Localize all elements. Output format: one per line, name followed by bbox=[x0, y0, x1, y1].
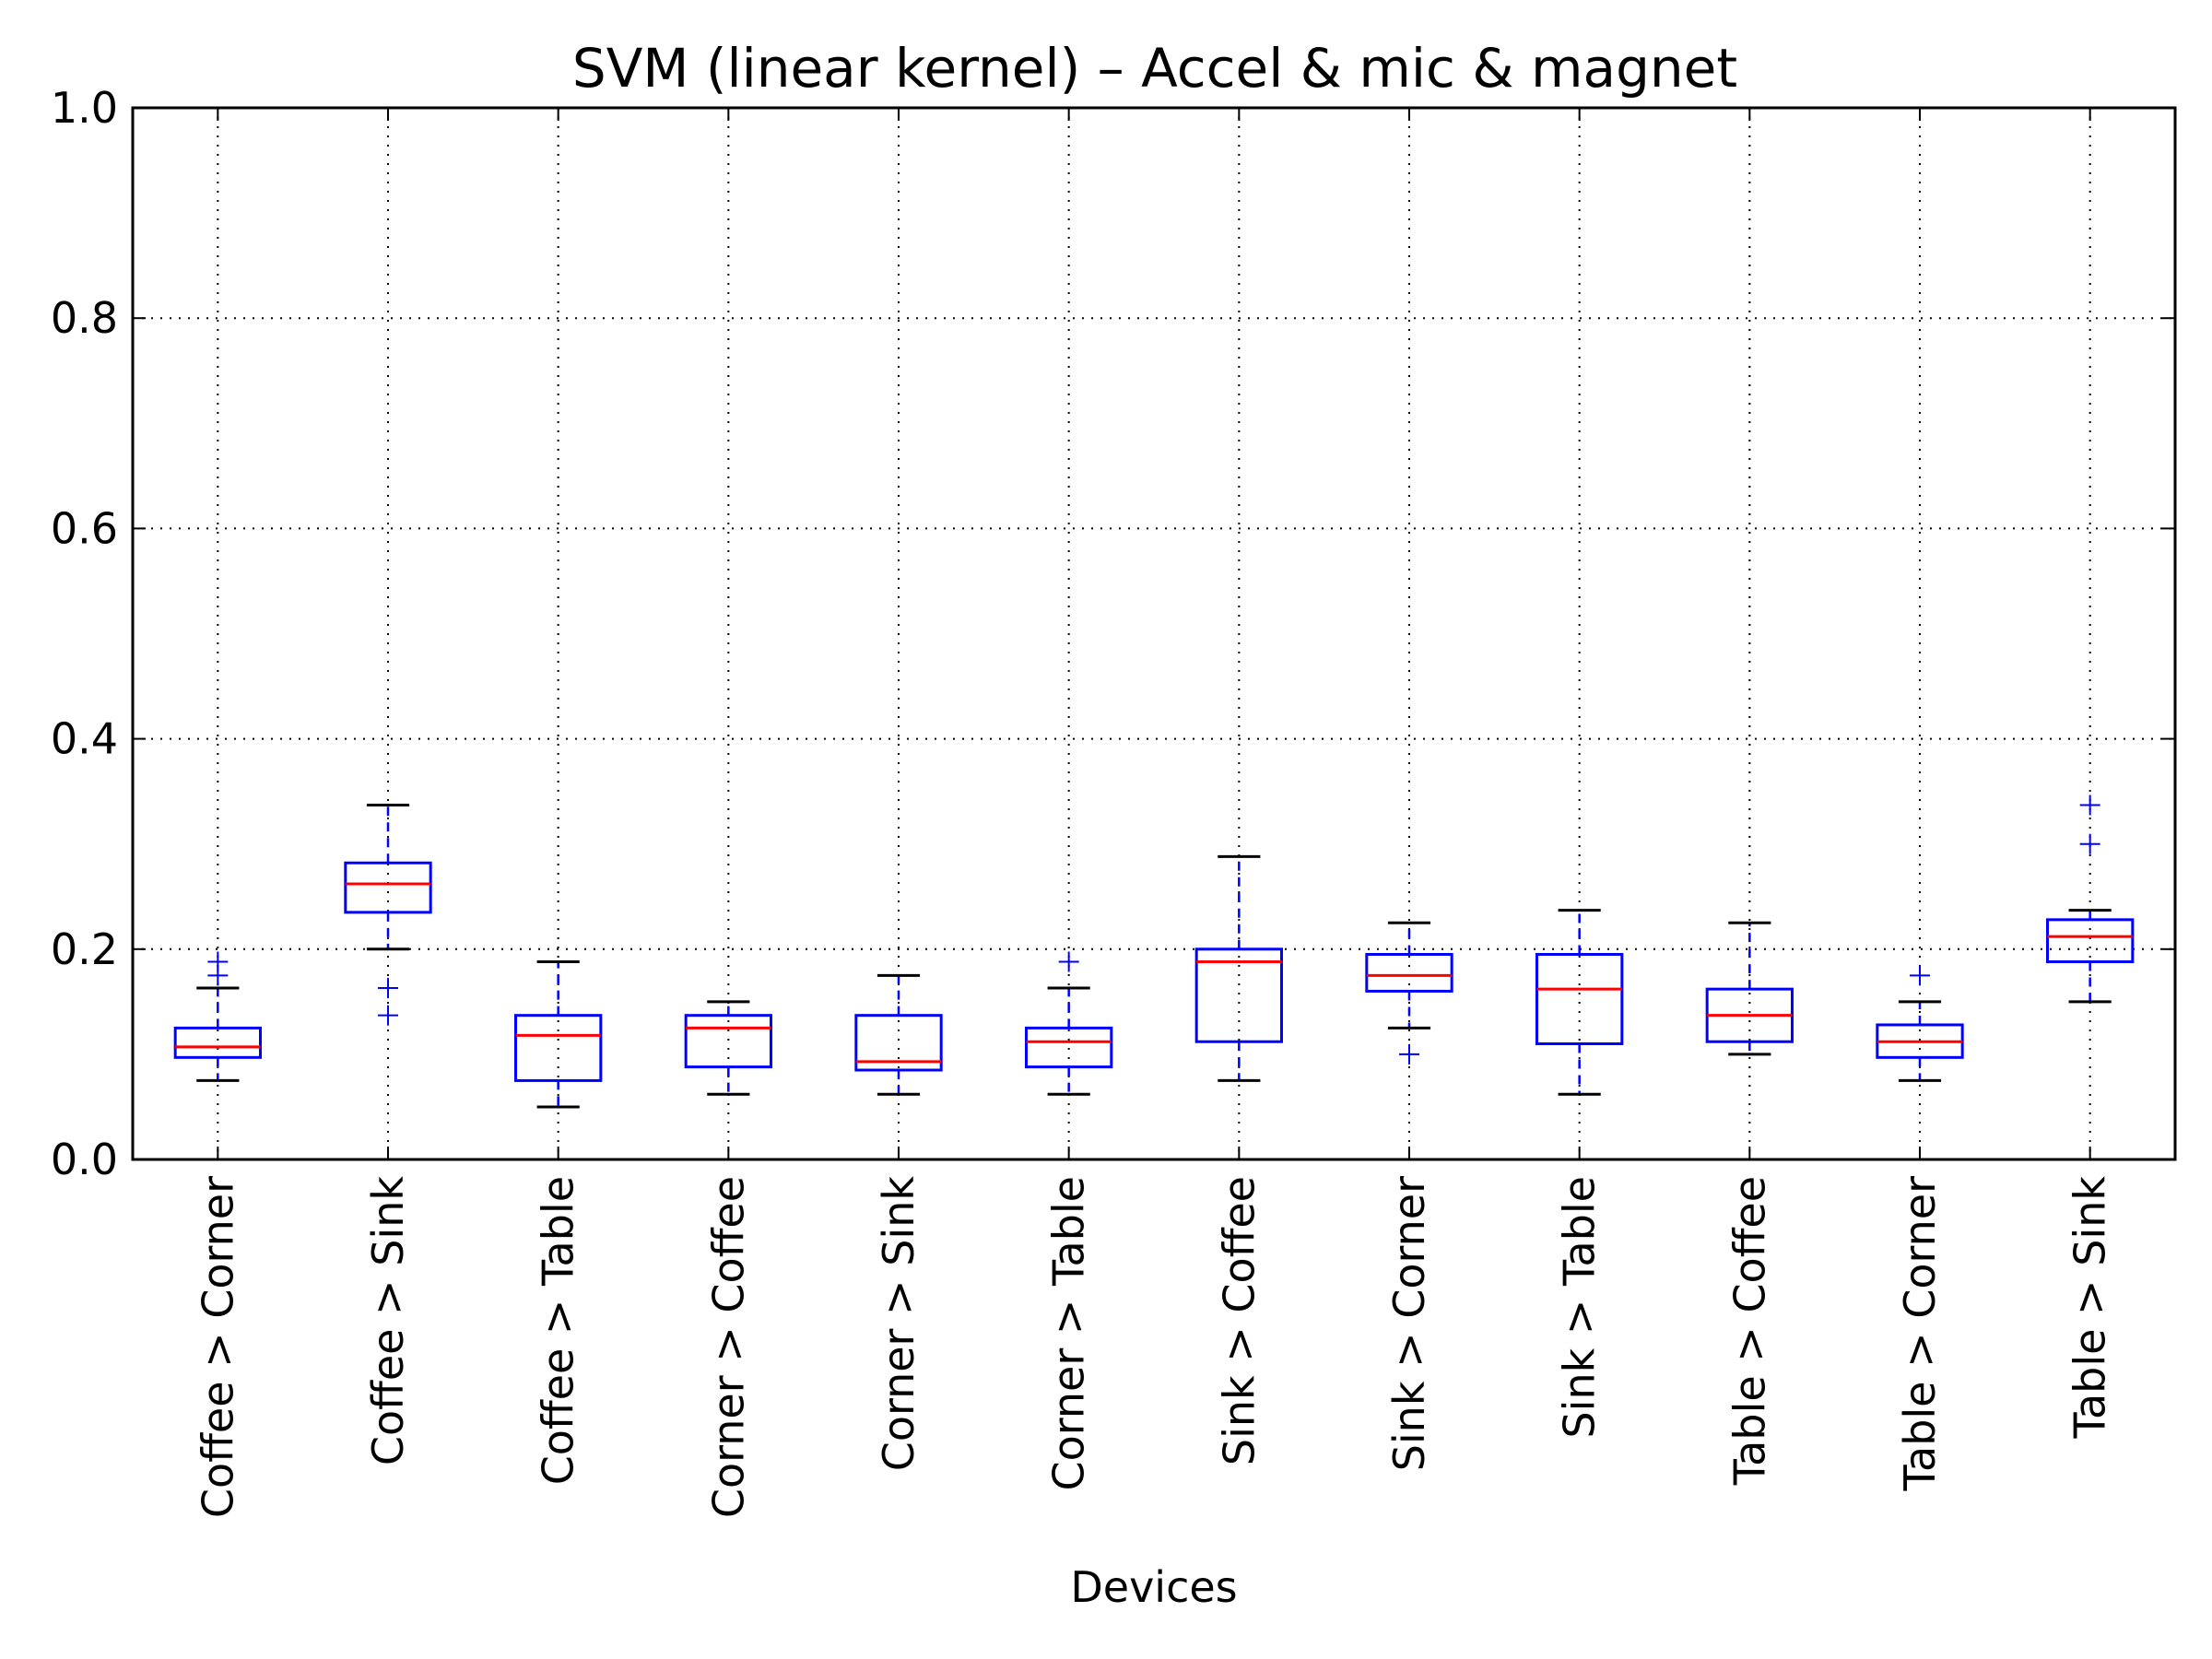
box-group bbox=[1535, 909, 1624, 1096]
x-axis-ticks: Coffee > Corner Coffee > Sink Coffee > Tab… bbox=[193, 108, 2115, 1518]
y-tick-label: 0.6 bbox=[51, 503, 118, 553]
y-tick-label: 0.2 bbox=[51, 924, 118, 974]
outlier-point bbox=[2079, 794, 2100, 816]
box-group bbox=[514, 959, 603, 1109]
y-tick-label: 1.0 bbox=[51, 83, 118, 133]
x-tick-label: Sink > Table bbox=[1555, 1176, 1605, 1439]
outlier-point bbox=[1910, 965, 1930, 986]
box-group bbox=[344, 803, 432, 1026]
chart-title: SVM (linear kernel) – Accel & mic & magn… bbox=[572, 37, 1737, 100]
outlier-point bbox=[378, 1005, 398, 1026]
box-iqr bbox=[1365, 953, 1453, 993]
outlier-point bbox=[1058, 951, 1079, 972]
box-group bbox=[854, 973, 943, 1096]
box-iqr bbox=[344, 861, 432, 914]
box-iqr bbox=[854, 1014, 943, 1072]
outlier-point bbox=[2079, 833, 2100, 854]
box-group bbox=[684, 1000, 773, 1096]
x-tick-label: Table > Sink bbox=[2065, 1176, 2115, 1440]
boxes-layer bbox=[173, 794, 2135, 1109]
x-tick-label: Corner > Sink bbox=[874, 1176, 924, 1472]
box-iqr bbox=[173, 1026, 263, 1059]
box-group bbox=[1365, 921, 1453, 1065]
x-tick-label: Table > Corner bbox=[1895, 1176, 1945, 1492]
x-tick-label: Coffee > Corner bbox=[193, 1176, 242, 1518]
y-axis-ticks: 0.0 0.2 0.4 0.6 0.8 1.0 bbox=[51, 83, 2175, 1184]
box-group bbox=[2046, 794, 2135, 1004]
x-tick-label: Sink > Coffee bbox=[1214, 1176, 1264, 1465]
outlier-point bbox=[207, 951, 229, 972]
box-iqr bbox=[1025, 1026, 1113, 1069]
box-group bbox=[1876, 965, 1964, 1082]
box-iqr bbox=[1535, 953, 1624, 1045]
outlier-point bbox=[1399, 1043, 1419, 1065]
box-iqr bbox=[514, 1014, 603, 1082]
x-tick-label: Table > Coffee bbox=[1724, 1176, 1774, 1486]
plot-frame bbox=[131, 106, 2177, 1161]
box-iqr bbox=[1194, 947, 1283, 1043]
x-tick-label: Coffee > Sink bbox=[363, 1176, 413, 1465]
box-group bbox=[1705, 921, 1794, 1056]
x-tick-label: Coffee > Table bbox=[534, 1176, 583, 1485]
x-axis-label: Devices bbox=[1070, 1562, 1237, 1612]
y-tick-label: 0.8 bbox=[51, 293, 118, 343]
box-iqr bbox=[684, 1014, 773, 1069]
box-iqr bbox=[2046, 918, 2135, 963]
x-tick-label: Corner > Coffee bbox=[703, 1176, 753, 1518]
y-tick-label: 0.4 bbox=[51, 714, 118, 764]
outlier-point bbox=[378, 978, 398, 999]
box-group bbox=[1025, 951, 1113, 1096]
x-tick-label: Sink > Corner bbox=[1384, 1176, 1434, 1471]
box-group bbox=[1194, 854, 1283, 1082]
box-group bbox=[173, 951, 263, 1082]
y-tick-label: 0.0 bbox=[51, 1135, 118, 1184]
grid-lines bbox=[133, 107, 2175, 1160]
x-tick-label: Corner > Table bbox=[1044, 1176, 1094, 1490]
